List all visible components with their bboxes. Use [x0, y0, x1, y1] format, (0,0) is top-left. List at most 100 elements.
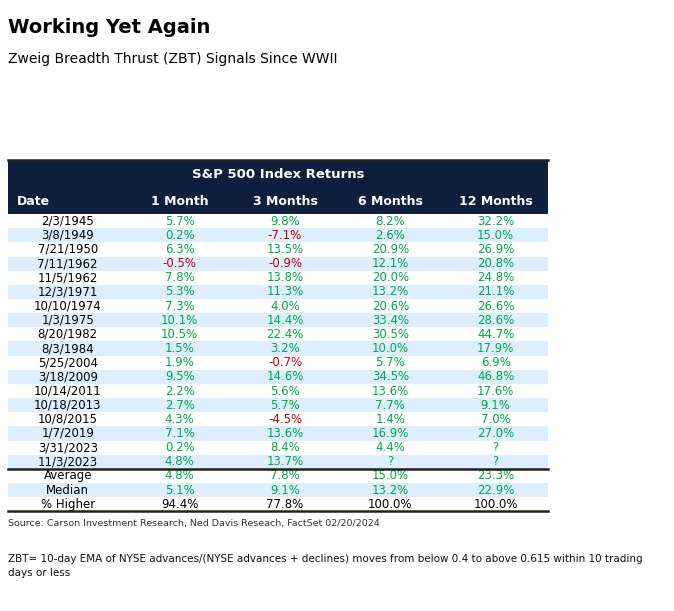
Text: 10.1%: 10.1% [161, 313, 198, 327]
Text: 4.8%: 4.8% [165, 469, 195, 483]
Bar [8, 342, 548, 356]
Text: 5/25/2004: 5/25/2004 [38, 356, 98, 369]
Text: 13.5%: 13.5% [266, 243, 303, 256]
Text: 7.8%: 7.8% [165, 271, 195, 284]
Text: -0.7%: -0.7% [268, 356, 302, 369]
Text: 26.6%: 26.6% [477, 299, 514, 313]
Bar [8, 285, 548, 299]
Text: 46.8%: 46.8% [477, 370, 514, 383]
Text: 1.5%: 1.5% [165, 342, 195, 355]
Text: 20.9%: 20.9% [371, 243, 409, 256]
Text: 7.3%: 7.3% [165, 299, 195, 313]
Text: 12/3/1971: 12/3/1971 [38, 285, 98, 298]
Bar [8, 398, 548, 412]
Text: 10/18/2013: 10/18/2013 [34, 399, 101, 412]
Text: 21.1%: 21.1% [477, 285, 514, 298]
Text: 0.2%: 0.2% [165, 229, 195, 242]
Bar [8, 313, 548, 327]
Text: % Higher: % Higher [40, 498, 95, 511]
Text: 13.8%: 13.8% [266, 271, 303, 284]
Text: Average: Average [43, 469, 92, 483]
Text: 2.6%: 2.6% [375, 229, 405, 242]
Text: 13.2%: 13.2% [371, 484, 409, 497]
Text: 5.6%: 5.6% [270, 384, 300, 398]
Text: 1/7/2019: 1/7/2019 [41, 427, 94, 440]
Text: 24.8%: 24.8% [477, 271, 514, 284]
Text: 4.3%: 4.3% [165, 413, 195, 426]
Text: 7.0%: 7.0% [481, 413, 510, 426]
Bar [8, 271, 548, 285]
Text: 1.4%: 1.4% [375, 413, 405, 426]
Text: Date: Date [17, 194, 50, 208]
Text: ?: ? [387, 455, 394, 468]
Text: 13.6%: 13.6% [371, 384, 409, 398]
Text: 10.0%: 10.0% [372, 342, 409, 355]
Bar [8, 188, 548, 214]
Text: 8/3/1984: 8/3/1984 [41, 342, 94, 355]
Text: S&P 500 Index Returns: S&P 500 Index Returns [192, 167, 365, 181]
Text: 8.4%: 8.4% [270, 441, 300, 454]
Text: 10/14/2011: 10/14/2011 [34, 384, 102, 398]
Text: 4.0%: 4.0% [270, 299, 300, 313]
Text: 7.8%: 7.8% [270, 469, 300, 483]
Text: 0.2%: 0.2% [165, 441, 195, 454]
Text: -0.9%: -0.9% [268, 257, 302, 270]
Text: 32.2%: 32.2% [477, 214, 514, 228]
Text: 5.3%: 5.3% [165, 285, 195, 298]
Text: 28.6%: 28.6% [477, 313, 514, 327]
Bar [8, 214, 548, 229]
Text: 2.7%: 2.7% [164, 399, 195, 412]
Bar [8, 455, 548, 469]
Bar [8, 497, 548, 511]
Text: 3/18/2009: 3/18/2009 [38, 370, 98, 383]
Text: 23.3%: 23.3% [477, 469, 514, 483]
Text: 13.7%: 13.7% [266, 455, 303, 468]
Text: 13.2%: 13.2% [371, 285, 409, 298]
Text: 8.2%: 8.2% [375, 214, 405, 228]
Text: 8/20/1982: 8/20/1982 [38, 328, 98, 341]
Text: 7.7%: 7.7% [375, 399, 405, 412]
Text: 4.4%: 4.4% [375, 441, 405, 454]
Bar [8, 257, 548, 271]
Bar [8, 384, 548, 398]
Text: 4.8%: 4.8% [165, 455, 195, 468]
Text: 20.8%: 20.8% [477, 257, 514, 270]
Text: 5.7%: 5.7% [270, 399, 300, 412]
Text: ?: ? [493, 455, 499, 468]
Text: 100.0%: 100.0% [473, 498, 518, 511]
Text: 1.9%: 1.9% [164, 356, 195, 369]
Bar [8, 370, 548, 384]
Bar [8, 160, 548, 188]
Bar [8, 229, 548, 243]
Text: 20.6%: 20.6% [371, 299, 409, 313]
Text: 9.5%: 9.5% [165, 370, 195, 383]
Text: 30.5%: 30.5% [372, 328, 409, 341]
Text: 3/31/2023: 3/31/2023 [38, 441, 98, 454]
Bar [8, 426, 548, 441]
Bar [8, 299, 548, 313]
Text: 9.8%: 9.8% [270, 214, 300, 228]
Text: Median: Median [47, 484, 89, 497]
Text: 15.0%: 15.0% [372, 469, 409, 483]
Text: 11/3/2023: 11/3/2023 [38, 455, 98, 468]
Text: 10.5%: 10.5% [161, 328, 198, 341]
Text: 10/8/2015: 10/8/2015 [38, 413, 98, 426]
Text: 7.1%: 7.1% [164, 427, 195, 440]
Text: 1/3/1975: 1/3/1975 [41, 313, 94, 327]
Text: 12.1%: 12.1% [371, 257, 409, 270]
Text: 33.4%: 33.4% [372, 313, 409, 327]
Text: 14.4%: 14.4% [266, 313, 304, 327]
Text: 9.1%: 9.1% [270, 484, 300, 497]
Text: 16.9%: 16.9% [371, 427, 409, 440]
Text: 34.5%: 34.5% [372, 370, 409, 383]
Text: 27.0%: 27.0% [477, 427, 514, 440]
Text: 3/8/1949: 3/8/1949 [41, 229, 94, 242]
Text: 22.9%: 22.9% [477, 484, 514, 497]
Text: Zweig Breadth Thrust (ZBT) Signals Since WWII: Zweig Breadth Thrust (ZBT) Signals Since… [8, 53, 338, 67]
Text: 7/11/1962: 7/11/1962 [38, 257, 98, 270]
Text: 14.6%: 14.6% [266, 370, 304, 383]
Text: 77.8%: 77.8% [266, 498, 303, 511]
Text: 100.0%: 100.0% [368, 498, 412, 511]
Text: Source: Carson Investment Research, Ned Davis Reseach, FactSet 02/20/2024: Source: Carson Investment Research, Ned … [8, 519, 380, 528]
Text: 94.4%: 94.4% [161, 498, 198, 511]
